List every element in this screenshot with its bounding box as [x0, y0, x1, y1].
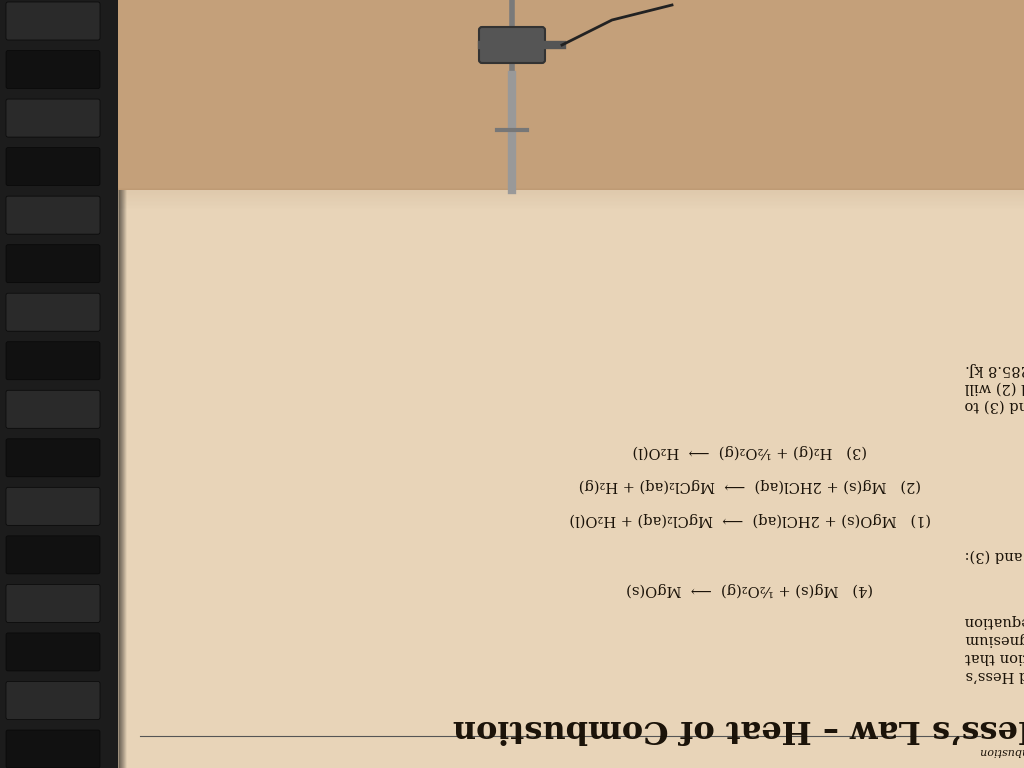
Text: would be difficult to obtain by direct measurement—the heat of combustion of mag: would be difficult to obtain by direct m… [965, 632, 1024, 646]
FancyBboxPatch shape [6, 342, 100, 379]
Bar [123, 0, 125, 768]
Bar [118, 190, 1024, 192]
Bar [118, 197, 1024, 199]
Text: Law. In this experiment, you will use this principle as you determine a heat of : Law. In this experiment, you will use th… [965, 650, 1024, 664]
Bar [125, 0, 127, 768]
Text: Hess’s Law – Heat of Combustion: Hess’s Law – Heat of Combustion [453, 713, 1024, 744]
Bar [118, 0, 1024, 768]
Bar [118, 192, 1024, 194]
FancyBboxPatch shape [6, 536, 100, 574]
Bar [122, 0, 124, 768]
Bar [118, 201, 1024, 203]
Text: Hess’s Law - Heat of Combustion: Hess’s Law - Heat of Combustion [980, 746, 1024, 756]
Bar [121, 0, 123, 768]
Bar [118, 202, 1024, 204]
Bar [118, 200, 1024, 202]
Bar [118, 199, 1024, 201]
Text: (3)   H₂(g) + ½O₂(g)  ⟶  H₂O(l): (3) H₂(g) + ½O₂(g) ⟶ H₂O(l) [633, 444, 867, 458]
FancyBboxPatch shape [6, 730, 100, 768]
Text: obtain equation (4) before you do the experiment. Heats of reaction for equation: obtain equation (4) before you do the ex… [965, 380, 1024, 395]
Bar [118, 198, 1024, 200]
Bar [118, 196, 1024, 198]
FancyBboxPatch shape [6, 196, 100, 234]
Text: ribbon. The reaction is represented by the equation: ribbon. The reaction is represented by t… [965, 614, 1024, 628]
Bar [118, 205, 1024, 207]
Bar [124, 0, 126, 768]
Text: (4)   Mg(s) + ½O₂(g)  ⟶  MgO(s): (4) Mg(s) + ½O₂(g) ⟶ MgO(s) [627, 582, 873, 597]
Bar [118, 206, 1024, 208]
Bar [0, 0, 118, 768]
FancyBboxPatch shape [6, 99, 100, 137]
FancyBboxPatch shape [6, 633, 100, 671]
Bar [118, 0, 1024, 190]
Bar [118, 195, 1024, 197]
Bar [120, 0, 122, 768]
Bar [118, 194, 1024, 196]
Text: The pre-lab portion of this experiment requires you to combine equations (1), (2: The pre-lab portion of this experiment r… [965, 398, 1024, 412]
Text: be determined in this experiment. As you may already know, ΔH for reaction (3) i: be determined in this experiment. As you… [965, 362, 1024, 376]
FancyBboxPatch shape [479, 27, 545, 63]
Text: (2)   Mg(s) + 2HCl(aq)  ⟶  MgCl₂(aq) + H₂(g): (2) Mg(s) + 2HCl(aq) ⟶ MgCl₂(aq) + H₂(g) [579, 478, 922, 492]
FancyBboxPatch shape [6, 293, 100, 331]
Bar [118, 204, 1024, 206]
Bar [118, 193, 1024, 195]
Bar [118, 203, 1024, 205]
FancyBboxPatch shape [6, 584, 100, 622]
FancyBboxPatch shape [6, 390, 100, 429]
FancyBboxPatch shape [6, 147, 100, 186]
Text: This equation can be obtained by combining equations (1), (2), and (3):: This equation can be obtained by combini… [965, 548, 1024, 562]
Bar [118, 188, 1024, 190]
Bar [118, 191, 1024, 193]
FancyBboxPatch shape [6, 681, 100, 720]
Bar [118, 189, 1024, 191]
FancyBboxPatch shape [6, 51, 100, 88]
Bar [118, 207, 1024, 209]
Text: (1)   MgO(s) + 2HCl(aq)  ⟶  MgCl₂(aq) + H₂O(l): (1) MgO(s) + 2HCl(aq) ⟶ MgCl₂(aq) + H₂O(… [569, 512, 931, 526]
FancyBboxPatch shape [6, 439, 100, 477]
Bar [119, 0, 121, 768]
FancyBboxPatch shape [6, 488, 100, 525]
Bar [118, 0, 120, 768]
Text: In Experiment 18, you learned about the additivity of reaction heats as you conf: In Experiment 18, you learned about the … [965, 668, 1024, 682]
FancyBboxPatch shape [6, 2, 100, 40]
FancyBboxPatch shape [6, 245, 100, 283]
